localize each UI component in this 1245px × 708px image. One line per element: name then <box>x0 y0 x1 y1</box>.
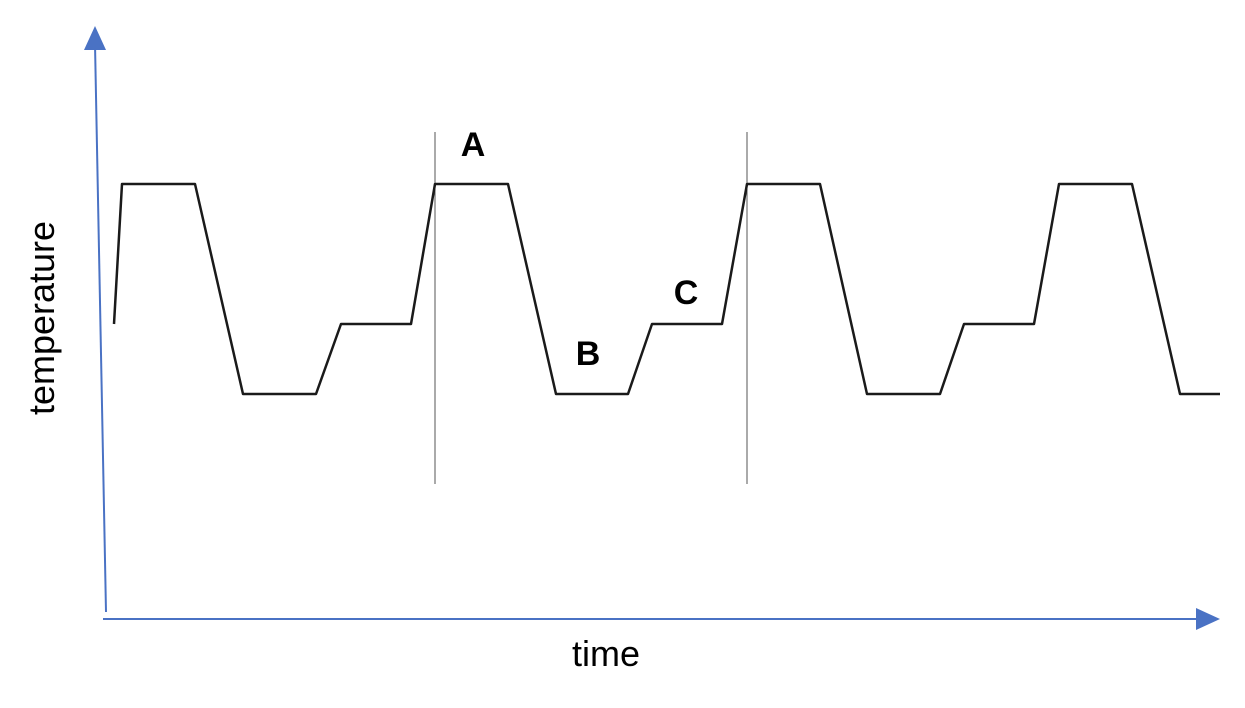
temperature-series-line <box>112 182 1220 396</box>
axes <box>84 26 1220 630</box>
x-axis-label: time <box>572 633 640 674</box>
y-axis-arrow <box>84 26 106 50</box>
y-axis <box>94 43 107 613</box>
y-axis-label: temperature <box>21 221 62 415</box>
point-label-b: B <box>576 335 601 373</box>
annotation-layer: A B C <box>461 126 699 373</box>
series-layer <box>112 182 1220 396</box>
point-label-a: A <box>461 126 486 164</box>
point-label-c: C <box>674 274 699 312</box>
x-axis-arrow <box>1196 608 1220 630</box>
